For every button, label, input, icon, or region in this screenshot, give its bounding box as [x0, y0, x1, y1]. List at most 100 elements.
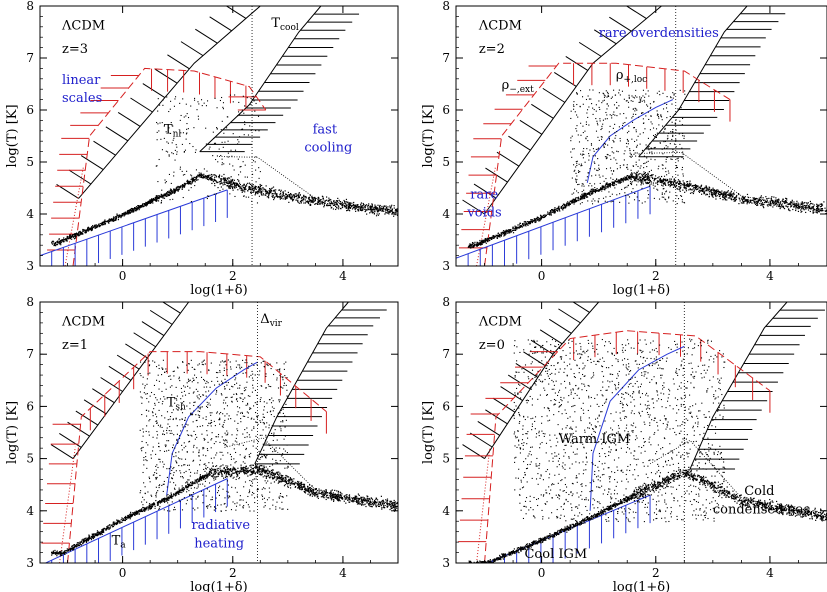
data-point	[750, 201, 752, 203]
data-point	[490, 237, 492, 239]
annotation-label: Tnl	[164, 122, 181, 139]
data-point	[703, 188, 705, 190]
data-point	[486, 239, 488, 242]
data-point	[160, 196, 162, 198]
data-point	[525, 223, 527, 225]
data-point	[179, 187, 181, 189]
data-point	[767, 205, 769, 207]
data-point	[389, 508, 391, 511]
data-point	[328, 202, 331, 204]
data-point	[656, 113, 659, 115]
data-point	[167, 194, 169, 196]
data-point	[209, 146, 211, 148]
data-point	[92, 226, 94, 228]
data-point	[243, 187, 246, 189]
data-point	[722, 195, 724, 197]
data-point	[244, 164, 246, 166]
data-point	[622, 178, 624, 181]
data-point	[168, 173, 171, 176]
data-point	[364, 204, 366, 206]
data-point	[801, 201, 803, 203]
data-point	[670, 97, 672, 99]
data-point	[173, 171, 175, 173]
data-point	[776, 205, 778, 207]
data-point	[394, 508, 396, 510]
data-point	[252, 189, 254, 191]
data-point	[375, 215, 378, 217]
data-point	[248, 187, 250, 189]
data-point	[148, 202, 150, 204]
data-point	[653, 100, 655, 103]
data-point	[805, 205, 808, 207]
data-point	[576, 103, 578, 106]
data-point	[699, 187, 702, 190]
data-point	[625, 117, 627, 119]
data-point	[596, 122, 598, 124]
data-point	[647, 111, 649, 113]
data-point	[798, 205, 800, 208]
data-point	[292, 199, 294, 201]
data-point	[382, 208, 384, 210]
cooling-curve	[218, 156, 398, 215]
data-point	[234, 149, 237, 151]
data-point	[247, 190, 249, 192]
data-point	[292, 195, 294, 197]
data-point	[167, 192, 169, 194]
data-point	[381, 507, 383, 509]
data-point	[612, 127, 614, 129]
data-point	[324, 200, 326, 203]
data-point	[507, 232, 509, 234]
data-point	[93, 226, 95, 229]
data-point	[818, 210, 820, 213]
data-point	[547, 211, 549, 213]
data-point	[161, 189, 163, 191]
data-point	[672, 128, 674, 131]
data-point	[626, 186, 628, 188]
data-point	[718, 191, 720, 193]
data-point	[390, 207, 392, 209]
data-point	[227, 182, 229, 185]
data-point	[168, 190, 170, 192]
data-point	[269, 190, 271, 192]
data-point	[574, 199, 576, 202]
data-point	[349, 202, 351, 204]
data-point	[633, 153, 635, 155]
data-point	[181, 184, 184, 186]
data-point	[157, 200, 160, 202]
data-point	[87, 228, 89, 230]
data-point	[659, 94, 661, 96]
data-point	[182, 174, 184, 176]
data-point	[649, 143, 651, 145]
data-point	[627, 140, 629, 142]
data-point	[318, 200, 320, 202]
data-point	[190, 187, 192, 189]
data-point	[318, 199, 320, 201]
data-point	[598, 168, 600, 171]
data-point	[383, 205, 385, 207]
data-point	[682, 153, 684, 155]
data-point	[181, 170, 183, 172]
data-point	[200, 176, 202, 178]
data-point	[334, 204, 336, 206]
data-point	[176, 153, 178, 155]
data-point	[224, 183, 226, 186]
data-point	[259, 186, 261, 188]
data-point	[758, 197, 760, 199]
data-point	[241, 188, 243, 191]
data-point	[630, 169, 632, 171]
data-point	[571, 177, 573, 179]
data-point	[185, 103, 187, 105]
data-point	[573, 192, 575, 194]
data-point	[239, 188, 241, 190]
data-point	[607, 95, 609, 97]
data-point	[368, 203, 370, 205]
plot-area	[456, 6, 827, 266]
data-point	[631, 117, 633, 119]
data-point	[327, 204, 329, 207]
data-point	[791, 201, 793, 203]
data-point	[567, 203, 570, 206]
data-point	[230, 183, 232, 185]
data-point	[232, 189, 234, 191]
data-point	[348, 209, 350, 211]
data-point	[98, 223, 100, 226]
